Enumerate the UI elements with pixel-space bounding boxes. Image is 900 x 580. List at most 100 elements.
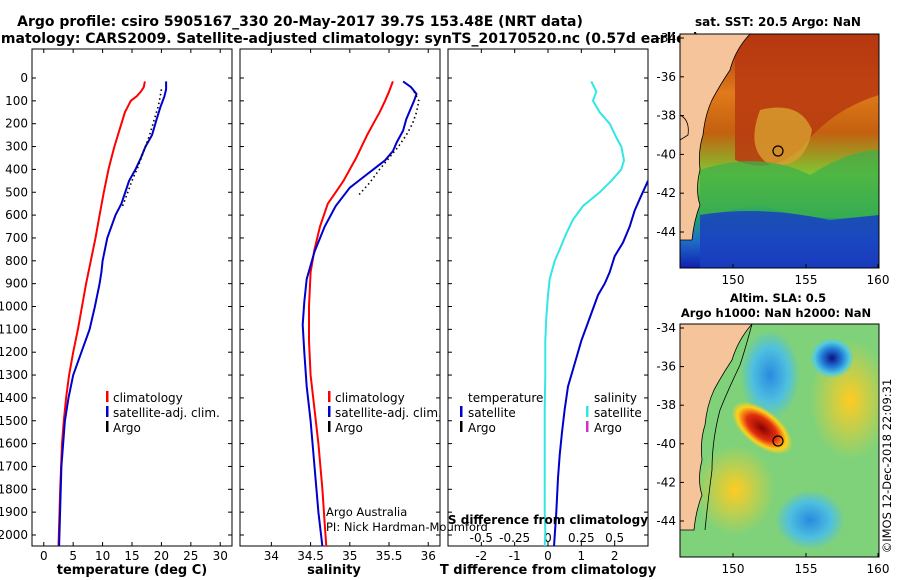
salinity-plot: 34 34.5 35 35.5 36 [264,49,436,563]
legend-label-climatology: climatology [113,391,183,405]
x-tick-label: -1 [509,549,521,563]
map-axes: 150 155 160 -34 -36 -38 -40 -42 -44 150 155 160 -34 -… [656,31,889,576]
map-lon-tick-label: 160 [867,273,890,287]
depth-axis: 0 100 200 300 400 500 600 700 800 900 1000 1100 1200… [0,71,648,542]
depth-tick-label: 2000 [0,528,28,542]
temperature-legend: climatology satellite-adj. clim. Argo [106,391,220,435]
map-lat-tick-label: -40 [656,437,676,451]
map-lat-tick-label: -36 [656,70,676,84]
legend-label-temp-argo: Argo [468,421,496,435]
series-group [57,81,168,546]
sla-map-frame [679,323,880,558]
depth-tick-label: 1700 [0,459,28,473]
depth-tick-label: 1600 [0,437,28,451]
series-group [301,80,420,546]
series-line-climatology [308,81,394,546]
depth-tick-label: 700 [5,231,28,245]
imos-timestamp: ©IMOS 12-Dec-2018 22:09:31 [880,379,894,554]
map-lon-tick-label: 155 [795,273,818,287]
salinity-panel-frame [239,48,441,547]
map-lat-tick-label: -40 [656,147,676,161]
sst-argo-location-marker [772,145,784,157]
legend-label-sal-satellite: satellite [594,406,642,420]
x-tick-label: 35.5 [376,549,403,563]
map-lat-tick-label: -34 [656,321,676,335]
depth-tick-label: 1900 [0,505,28,519]
x-tick-label: 25 [183,549,198,563]
x-tick-label: 10 [95,549,110,563]
legend-label-climatology: climatology [335,391,405,405]
depth-tick-label: 300 [5,140,28,154]
difference-xlabel: T difference from climatology [440,563,657,578]
legend-label-satellite: satellite-adj. clim. [335,406,442,420]
sla-shelf-contour [704,324,753,531]
map-lon-tick-label: 155 [795,562,818,576]
depth-tick-label: 500 [5,185,28,199]
depth-tick-label: 1100 [0,322,28,336]
series-line-argo [358,91,420,196]
x-tick-label: 0 [544,549,552,563]
x-top-tick-label: 0 [544,531,552,545]
x-top-tick-label: -0.5 [470,531,493,545]
legend-swatch-argo [106,421,109,432]
depth-tick-label: 1000 [0,300,28,314]
depth-tick-label: 600 [5,208,28,222]
sla-blue-eddy-2 [810,338,854,378]
map-lon-tick-label: 160 [867,562,890,576]
depth-tick-label: 0 [20,71,28,85]
series-line-climatology [57,81,146,546]
sla-red-eddy [731,401,793,455]
map-lat-tick-label: -44 [656,225,676,239]
legend-label-sal-argo: Argo [594,421,622,435]
depth-tick-label: 900 [5,277,28,291]
sst-land [680,34,751,241]
salinity-xlabel: salinity [307,563,361,578]
legend-heading-temperature: temperature [468,391,543,405]
x-tick-label: 15 [124,549,139,563]
map-lat-tick-label: -38 [656,398,676,412]
legend-swatch-climatology [328,391,331,402]
sla-map-title-line2: Argo h1000: NaN h2000: NaN [681,306,871,320]
sla-map-title-line1: Altim. SLA: 0.5 [730,291,826,305]
difference-xlabel-top: S difference from climatology [448,513,648,527]
legend-swatch-sal-argo [586,421,589,432]
legend-heading-salinity: salinity [594,391,637,405]
map-lat-tick-label: -34 [656,31,676,45]
depth-tick-label: 200 [5,117,28,131]
series-line-temperature-satellite [553,180,648,546]
credit-line2: PI: Nick Hardman-Moumford [326,520,488,534]
legend-label-argo: Argo [335,421,363,435]
series-line-argo [121,89,163,207]
sst-map-title: sat. SST: 20.5 Argo: NaN [695,15,861,29]
x-tick-label: 5 [69,549,77,563]
legend-swatch-argo [328,421,331,432]
x-tick-label: 35 [342,549,357,563]
x-top-tick-label: 0.5 [605,531,624,545]
sst-map-frame [679,33,880,269]
depth-tick-label: 1500 [0,414,28,428]
x-tick-label: 0 [40,549,48,563]
difference-plot: -2 -1 0 1 2 -0.5 -0.25 0 0.25 0.5 [470,49,648,563]
depth-tick-label: 100 [5,94,28,108]
map-lon-tick-label: 150 [722,562,745,576]
legend-label-satellite: satellite-adj. clim. [113,406,220,420]
sst-tasmania [680,114,689,141]
legend-swatch-climatology [106,391,109,402]
sla-blue-eddy-1 [740,330,800,420]
map-lat-tick-label: -38 [656,109,676,123]
x-tick-label: -2 [475,549,487,563]
x-tick-label: 2 [611,549,619,563]
legend-swatch-satellite [106,406,109,417]
sst-green-band [700,150,879,220]
map-lon-tick-label: 150 [722,273,745,287]
temperature-plot: 0 5 10 15 20 25 30 [40,49,228,563]
difference-legend-salinity: salinity satellite Argo [586,391,642,435]
sla-map [679,323,880,558]
salinity-legend: climatology satellite-adj. clim. Argo [328,391,442,435]
sst-warm-patch [754,107,812,166]
x-top-tick-label: -0.25 [499,531,530,545]
sst-cool-band [700,211,879,268]
legend-swatch-sal-satellite [586,406,589,417]
x-top-tick-label: 0.25 [568,531,595,545]
